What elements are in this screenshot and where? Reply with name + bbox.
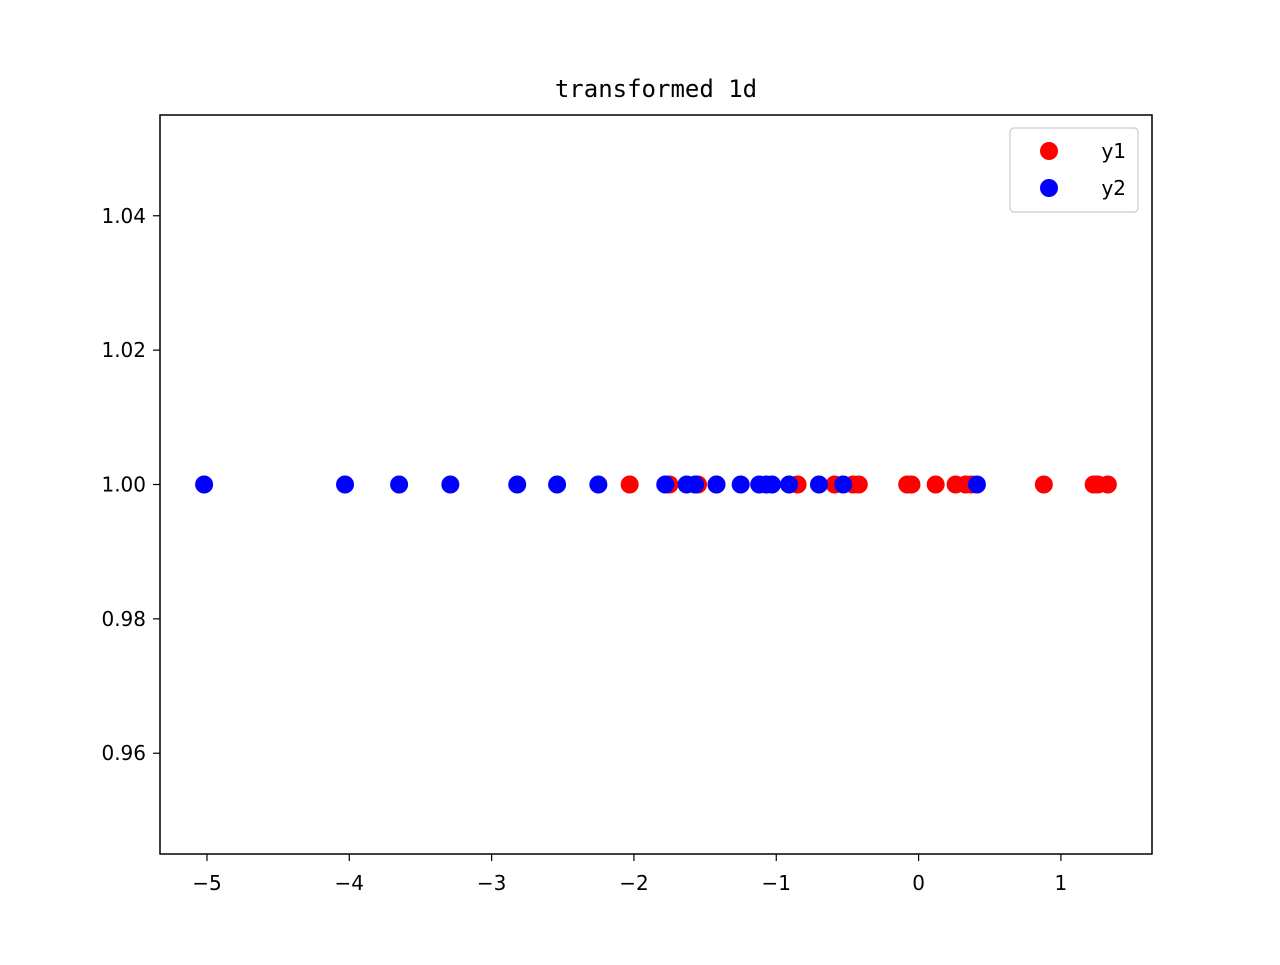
data-point-y2 xyxy=(731,475,750,494)
x-tick-label: 1 xyxy=(1055,871,1068,895)
data-point-y1 xyxy=(902,475,921,494)
data-point-y1 xyxy=(1034,475,1053,494)
x-tick-label: −4 xyxy=(335,871,364,895)
data-point-y2 xyxy=(390,475,409,494)
y-tick-label: 1.02 xyxy=(101,338,146,362)
x-axis: −5 −4 −3 −2 −1 0 1 xyxy=(192,854,1067,895)
data-point-y1 xyxy=(926,475,945,494)
data-point-y2 xyxy=(508,475,527,494)
data-point-y2 xyxy=(762,475,781,494)
legend-label-y1: y1 xyxy=(1101,139,1126,163)
data-point-y1 xyxy=(849,475,868,494)
data-point-y2 xyxy=(809,475,828,494)
y-tick-label: 1.00 xyxy=(101,473,146,497)
data-point-y2 xyxy=(656,475,675,494)
data-point-y1 xyxy=(620,475,639,494)
legend-marker-y1 xyxy=(1040,142,1058,160)
data-point-y2 xyxy=(195,475,214,494)
plot-frame xyxy=(159,114,1153,855)
legend-label-y2: y2 xyxy=(1101,176,1126,200)
data-point-y2 xyxy=(336,475,355,494)
x-tick-label: 0 xyxy=(912,871,925,895)
data-point-y2 xyxy=(441,475,460,494)
data-point-y2 xyxy=(686,475,705,494)
legend: y1 y2 xyxy=(1009,127,1139,213)
y-tick-label: 1.04 xyxy=(101,204,146,228)
y-axis: 0.96 0.98 1.00 1.02 1.04 xyxy=(101,204,160,765)
x-tick-label: −5 xyxy=(192,871,221,895)
legend-marker-y2 xyxy=(1040,179,1058,197)
y-tick-label: 0.96 xyxy=(101,741,146,765)
x-tick-label: −3 xyxy=(477,871,506,895)
x-tick-label: −1 xyxy=(762,871,791,895)
data-points xyxy=(195,475,1117,494)
data-point-y2 xyxy=(834,475,853,494)
x-tick-label: −2 xyxy=(619,871,648,895)
data-point-y2 xyxy=(780,475,799,494)
y-tick-label: 0.98 xyxy=(101,607,146,631)
data-point-y1 xyxy=(1098,475,1117,494)
data-point-y2 xyxy=(548,475,567,494)
data-point-y2 xyxy=(707,475,726,494)
data-point-y2 xyxy=(967,475,986,494)
data-point-y2 xyxy=(589,475,608,494)
chart-title: transformed 1d xyxy=(555,75,757,103)
